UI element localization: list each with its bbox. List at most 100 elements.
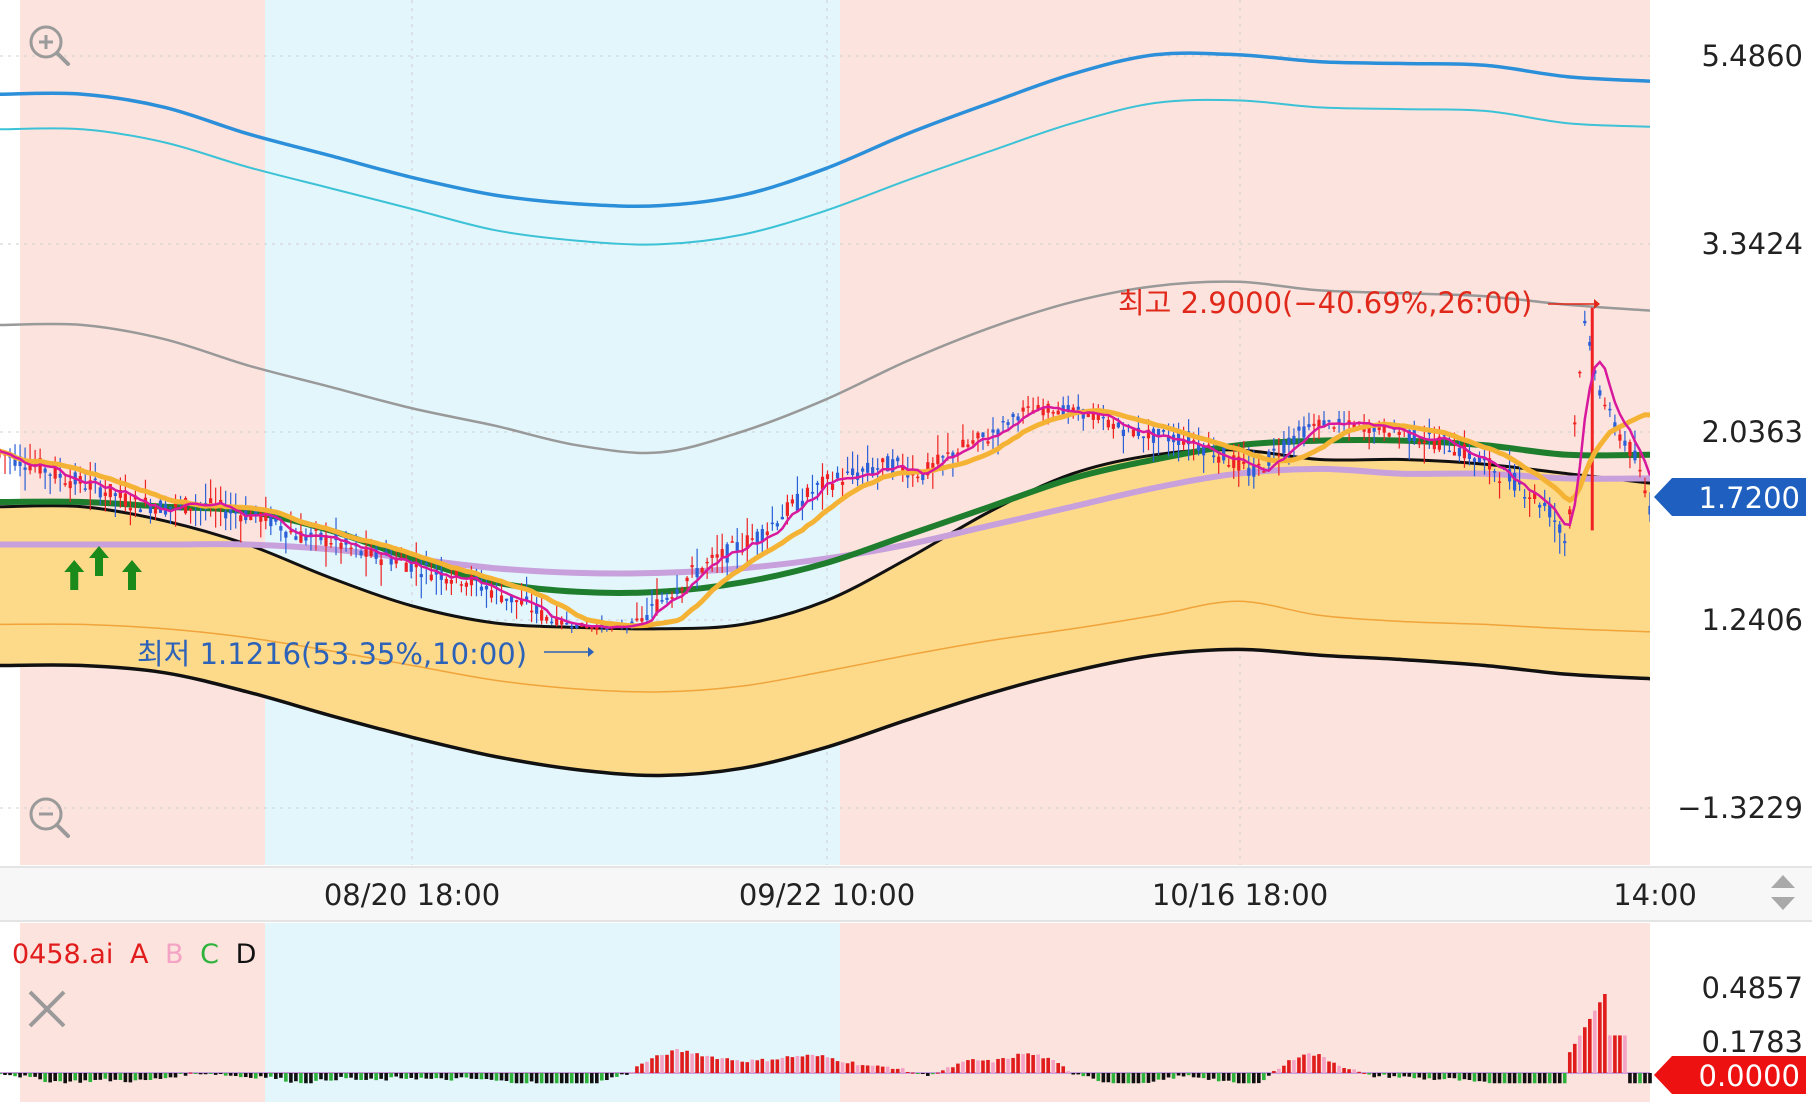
x-tick-label: 14:00 <box>1613 878 1697 912</box>
histogram-bar <box>203 1073 208 1075</box>
histogram-bar <box>1437 1073 1442 1080</box>
current-price-label: 1.7200 <box>1699 481 1800 515</box>
histogram-bar <box>1071 1073 1076 1075</box>
histogram-bar <box>1342 1068 1346 1073</box>
zoom-in-icon[interactable] <box>29 25 70 66</box>
main-panel[interactable]: 최고 2.9000(−40.69%,26:00) 최저 1.1216(53.35… <box>0 0 1652 865</box>
candle-body <box>1312 423 1316 426</box>
candle-body <box>484 585 489 590</box>
candle-body <box>675 589 679 595</box>
histogram-bar <box>469 1073 474 1079</box>
histogram-bar <box>956 1063 960 1073</box>
candle-body <box>1141 436 1146 439</box>
histogram-bar <box>153 1073 158 1079</box>
candle-body <box>555 617 559 625</box>
histogram-bar <box>640 1063 644 1073</box>
candle-body <box>188 508 193 511</box>
histogram-bar <box>1126 1073 1131 1084</box>
time-axis[interactable]: 08/20 18:00 09/22 10:00 10/16 18:00 14:0… <box>0 866 1812 922</box>
histogram-bar <box>579 1073 584 1084</box>
histogram-bar <box>18 1073 22 1078</box>
histogram-bar <box>133 1073 138 1081</box>
lavender-ma-line <box>0 465 1651 577</box>
candle-body <box>1372 426 1376 432</box>
histogram-bar <box>118 1073 123 1080</box>
histogram-bar <box>1146 1073 1151 1083</box>
histogram-bar <box>936 1072 940 1074</box>
histogram-bar <box>610 1073 614 1078</box>
candle-body <box>991 429 995 433</box>
band-fill <box>0 449 1650 776</box>
candle-body <box>83 488 87 490</box>
svg-text:0458.ai A B: 0458.ai A B C D <box>12 939 256 970</box>
candle-body <box>454 568 458 576</box>
histogram-bar <box>705 1055 709 1073</box>
histogram-bar <box>1277 1068 1281 1073</box>
y-tick-label: 1.2406 <box>1702 603 1803 637</box>
candle-body <box>760 529 764 542</box>
close-icon[interactable] <box>28 990 66 1028</box>
histogram-bar <box>1557 1073 1562 1084</box>
candle-body <box>971 440 975 444</box>
indicator-panel[interactable]: 0458.ai A B C D 0.4857 0.1783 0.0000 <box>0 923 1812 1102</box>
candle-body <box>414 562 418 568</box>
candle-body <box>575 624 579 628</box>
candle-body <box>499 595 504 603</box>
candle-body <box>545 616 549 621</box>
histogram-bar <box>870 1065 875 1073</box>
candle-body <box>489 590 494 598</box>
histogram-bar <box>1507 1073 1512 1084</box>
candle-body <box>103 492 107 496</box>
histogram-bar <box>815 1056 820 1073</box>
histogram-bar <box>650 1058 654 1073</box>
histogram-bar <box>484 1073 489 1080</box>
candle-body <box>1422 441 1426 444</box>
candle-body <box>1262 471 1266 473</box>
histogram-bar <box>264 1073 268 1078</box>
candle-body <box>560 620 564 625</box>
histogram-bar <box>314 1073 318 1081</box>
histogram-bar <box>369 1073 373 1079</box>
histogram-bar <box>1337 1065 1341 1073</box>
histogram-bar <box>394 1073 399 1077</box>
histogram-bar <box>1432 1073 1437 1080</box>
up-down-arrow-icon[interactable] <box>1771 875 1795 910</box>
candle-body <box>951 452 955 459</box>
indicator-y-tick: 0.4857 <box>1702 971 1803 1005</box>
histogram-bar <box>1397 1073 1402 1078</box>
histogram-bar <box>269 1073 273 1077</box>
candle-body <box>1457 448 1462 457</box>
histogram-bar <box>1572 1043 1577 1073</box>
candle-body <box>299 531 303 543</box>
histogram-bar <box>439 1073 444 1079</box>
histogram-bar <box>504 1073 509 1081</box>
histogram-bar <box>1422 1073 1427 1080</box>
candle-body <box>1161 430 1166 432</box>
candle-body <box>364 546 368 557</box>
histogram-bar <box>344 1073 348 1079</box>
candle-body <box>1302 426 1306 438</box>
histogram-bar <box>1547 1073 1552 1084</box>
candle-body <box>444 579 448 584</box>
histogram-bar <box>1562 1073 1567 1084</box>
candle-body <box>158 500 163 513</box>
histogram-bar <box>805 1054 810 1073</box>
price-axis[interactable]: 5.4860 3.3424 2.0363 1.2406 −1.3229 1.72… <box>1650 0 1812 865</box>
histogram-bar <box>1382 1073 1386 1075</box>
histogram-bar <box>1011 1057 1015 1073</box>
candle-body <box>1242 461 1246 464</box>
histogram-bar <box>554 1073 559 1084</box>
x-tick-label: 09/22 10:00 <box>739 878 915 912</box>
candle-body <box>1558 524 1562 533</box>
candle-body <box>861 468 865 472</box>
candle-body <box>1573 422 1577 425</box>
candle-body <box>43 468 47 473</box>
candle-body <box>23 467 27 470</box>
histogram-bar <box>1106 1073 1111 1083</box>
histogram-bar <box>489 1073 494 1080</box>
histogram-bar <box>529 1073 534 1082</box>
histogram-bar <box>1001 1058 1005 1073</box>
zoom-out-icon[interactable] <box>29 797 70 838</box>
buy-signal-arrow <box>89 546 109 576</box>
